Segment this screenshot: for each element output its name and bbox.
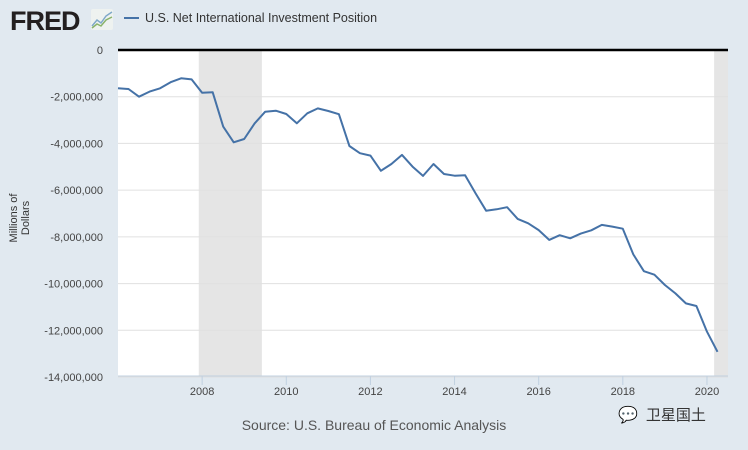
chart-legend[interactable]: U.S. Net International Investment Positi…: [124, 11, 377, 25]
wechat-icon: 💬: [618, 406, 638, 424]
y-tick-label: -2,000,000: [50, 92, 103, 104]
y-tick-label: -6,000,000: [50, 185, 103, 197]
recession-band: [198, 50, 262, 377]
y-axis-title: Millions of Dollars: [8, 193, 32, 243]
series-line[interactable]: [117, 77, 719, 353]
recession-band: [714, 50, 728, 377]
y-tick-label: -12,000,000: [44, 325, 103, 337]
x-tick-label: 2008: [190, 386, 214, 398]
fred-chart-icon: [91, 9, 113, 30]
x-tick-label: 2016: [526, 386, 550, 398]
x-tick-label: 2014: [442, 386, 466, 398]
watermark: 💬 卫星国土: [618, 404, 706, 425]
y-tick-label: -4,000,000: [50, 138, 103, 150]
x-tick-label: 2012: [358, 386, 382, 398]
y-tick-label: -14,000,000: [44, 372, 103, 384]
y-tick-label: 0: [97, 45, 103, 57]
legend-label: U.S. Net International Investment Positi…: [145, 11, 378, 25]
y-tick-label: -10,000,000: [44, 279, 103, 291]
legend-swatch: [124, 17, 139, 19]
x-tick-label: 2018: [611, 386, 635, 398]
source-note: Source: U.S. Bureau of Economic Analysis: [241, 417, 507, 433]
x-tick-label: 2010: [274, 386, 298, 398]
y-tick-label: -8,000,000: [50, 232, 103, 244]
watermark-text: 卫星国土: [645, 407, 706, 424]
x-tick-label: 2020: [695, 386, 719, 398]
fred-logo[interactable]: FRED: [10, 6, 80, 36]
